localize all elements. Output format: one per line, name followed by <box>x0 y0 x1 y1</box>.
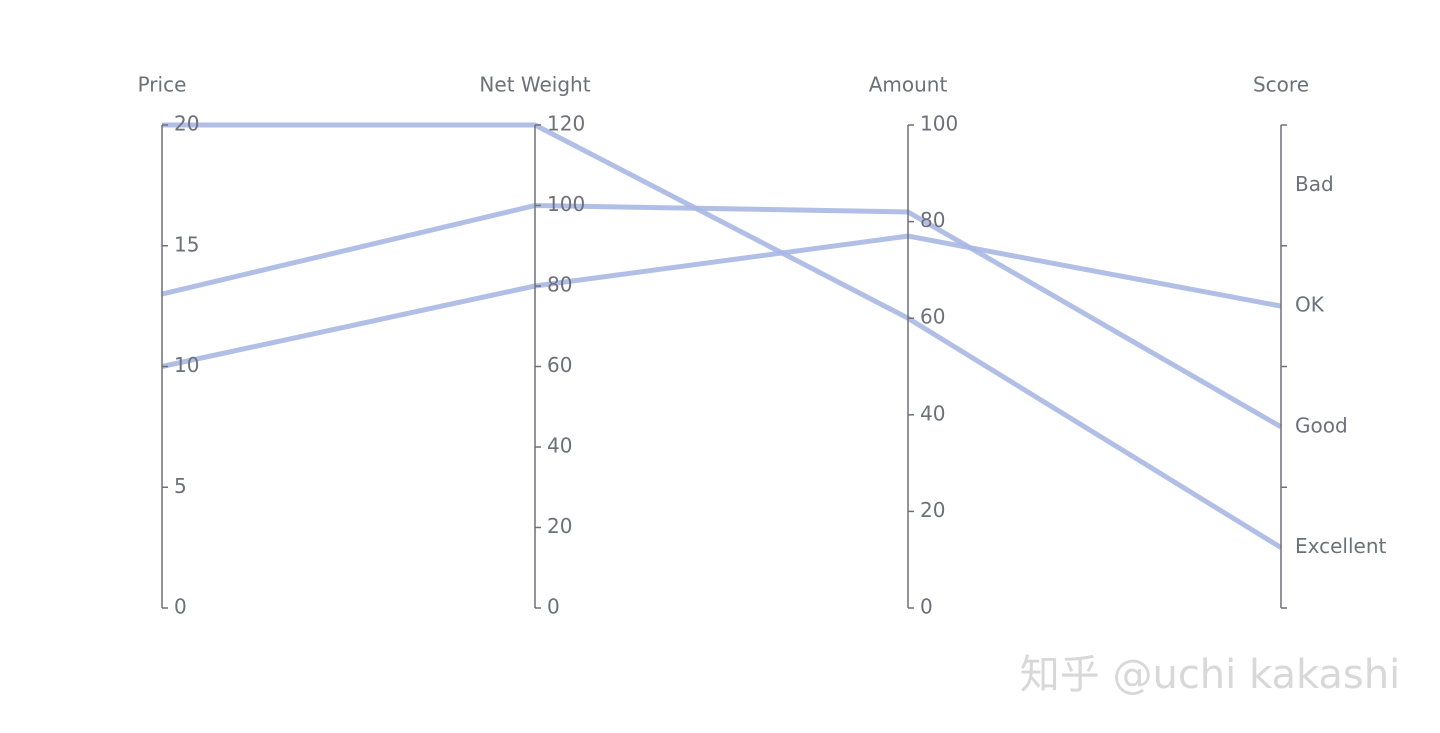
axis-label: 60 <box>920 305 945 329</box>
axis-label: 80 <box>547 273 572 297</box>
axis-label: 0 <box>174 595 187 619</box>
series-line <box>162 122 1283 550</box>
axis-label: 60 <box>547 353 572 377</box>
axis-label: 0 <box>547 595 560 619</box>
axis-name: Price <box>138 73 187 97</box>
axis-label: Good <box>1295 413 1348 437</box>
axis-label: 100 <box>920 112 958 136</box>
axis-label: Bad <box>1295 172 1334 196</box>
axis-label: 15 <box>174 232 199 256</box>
axis-label: 5 <box>174 474 187 498</box>
axis-label: 40 <box>547 434 572 458</box>
axis-label: 80 <box>920 208 945 232</box>
axis-label: 0 <box>920 595 933 619</box>
axis-label: 40 <box>920 401 945 425</box>
axis-label: 20 <box>920 498 945 522</box>
axis-label: OK <box>1295 293 1325 317</box>
axis-label: Excellent <box>1295 534 1387 558</box>
watermark: 知乎 @uchi kakashi <box>1020 652 1401 698</box>
series-line <box>161 233 1282 369</box>
axis-label: 120 <box>547 112 585 136</box>
axis-label: 20 <box>547 514 572 538</box>
axis-name: Amount <box>869 73 948 97</box>
series-line <box>161 202 1283 430</box>
axis-name: Score <box>1253 73 1309 97</box>
axis-label: 20 <box>174 112 199 136</box>
axis-label: 100 <box>547 192 585 216</box>
axis-label: 10 <box>174 353 199 377</box>
axis-name: Net Weight <box>479 73 590 97</box>
